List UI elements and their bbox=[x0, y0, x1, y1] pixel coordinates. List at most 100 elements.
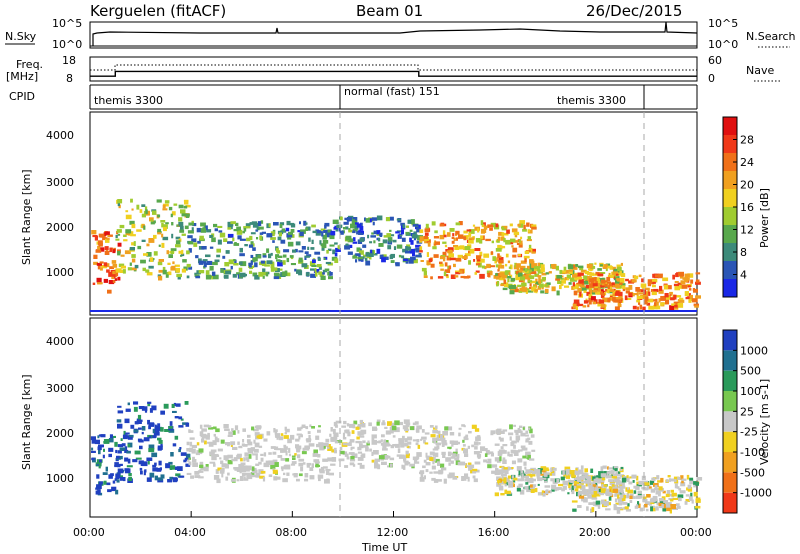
velocity-cell bbox=[227, 454, 233, 459]
velocity-cell bbox=[372, 428, 378, 431]
power-cell bbox=[235, 222, 239, 226]
power-cell bbox=[455, 270, 460, 273]
velocity-cell bbox=[127, 402, 130, 406]
power-cell bbox=[175, 240, 181, 245]
velocity-cell bbox=[98, 464, 101, 469]
velocity-cell bbox=[676, 505, 681, 509]
velocity-cell bbox=[558, 483, 564, 487]
velocity-cell bbox=[526, 478, 531, 483]
power-cell bbox=[588, 289, 592, 294]
velocity-cell bbox=[664, 505, 669, 509]
velocity-cell bbox=[344, 465, 349, 468]
velocity-cell bbox=[412, 456, 419, 461]
power-cell bbox=[681, 284, 688, 289]
velocity-cell bbox=[174, 435, 179, 440]
power-cell bbox=[614, 306, 620, 311]
power-cell bbox=[595, 291, 601, 295]
velocity-cell bbox=[452, 476, 458, 480]
velocity-cell bbox=[581, 472, 587, 477]
power-cell bbox=[356, 247, 361, 252]
velocity-cell bbox=[152, 464, 157, 468]
power-cell bbox=[316, 230, 321, 234]
velocity-cell bbox=[115, 449, 118, 454]
velocity-cell bbox=[91, 457, 95, 461]
power-cell bbox=[589, 277, 595, 283]
power-cell bbox=[502, 246, 506, 249]
velocity-cell bbox=[357, 431, 362, 436]
velocity-cell bbox=[504, 490, 511, 494]
velocity-cell bbox=[248, 454, 252, 459]
velocity-cell bbox=[194, 475, 201, 478]
velocity-cell bbox=[567, 492, 570, 495]
power-cell bbox=[289, 255, 294, 258]
velocity-cell bbox=[386, 455, 391, 459]
power-cell bbox=[581, 286, 587, 291]
velocity-cell bbox=[510, 442, 515, 447]
power-cell bbox=[106, 238, 110, 240]
power-cell bbox=[224, 262, 230, 267]
power-cell bbox=[327, 271, 330, 276]
power-cell bbox=[250, 232, 256, 235]
velocity-cell bbox=[524, 466, 527, 470]
power-cell bbox=[463, 230, 468, 234]
power-cell bbox=[410, 256, 416, 261]
velocity-cell bbox=[601, 499, 605, 505]
velocity-cell bbox=[695, 481, 699, 486]
power-cell bbox=[401, 237, 406, 242]
power-cell bbox=[332, 249, 336, 255]
power-cell bbox=[386, 233, 392, 238]
velocity-cell bbox=[120, 438, 123, 441]
power-cell bbox=[285, 227, 290, 232]
power-cell bbox=[286, 233, 293, 238]
velocity-cell bbox=[357, 462, 362, 465]
velocity-cell bbox=[572, 508, 577, 512]
velocity-cell bbox=[215, 469, 219, 474]
velocity-cell bbox=[502, 459, 507, 464]
power-cell bbox=[524, 258, 527, 263]
power-cell bbox=[425, 227, 430, 232]
velocity-cell bbox=[513, 451, 519, 456]
velocity-cell bbox=[663, 500, 668, 504]
power-cell bbox=[572, 264, 576, 269]
power-cell bbox=[310, 247, 315, 250]
velocity-cell bbox=[139, 445, 143, 450]
velocity-cell bbox=[114, 441, 118, 447]
velocity-cell bbox=[530, 484, 533, 488]
velocity-cell bbox=[179, 475, 185, 478]
velocity-cell bbox=[200, 433, 203, 438]
power-cell bbox=[275, 268, 280, 273]
velocity-cell bbox=[623, 476, 628, 479]
velocity-cell bbox=[646, 485, 651, 490]
velocity-cell bbox=[550, 478, 556, 482]
velocity-cell bbox=[188, 429, 191, 433]
velocity-cell bbox=[254, 432, 260, 436]
velocity-cell bbox=[245, 472, 252, 476]
velocity-cell bbox=[586, 479, 592, 484]
velocity-cell bbox=[394, 420, 400, 426]
power-cell bbox=[254, 262, 258, 268]
power-cell bbox=[104, 246, 109, 251]
power-cell bbox=[287, 241, 294, 247]
velocity-cell bbox=[126, 465, 133, 468]
velocity-cell bbox=[139, 467, 143, 471]
power-cell bbox=[419, 246, 423, 251]
velocity-cell bbox=[141, 406, 148, 411]
power-cell bbox=[201, 246, 207, 250]
velocity-cell bbox=[383, 445, 387, 449]
power-cell bbox=[515, 263, 521, 268]
power-cell bbox=[632, 279, 637, 283]
velocity-cell bbox=[437, 430, 441, 435]
power-cell bbox=[641, 289, 645, 292]
power-cell bbox=[559, 269, 563, 274]
velocity-cell bbox=[594, 487, 599, 491]
velocity-cell bbox=[620, 494, 624, 499]
velocity-cell bbox=[175, 403, 181, 407]
velocity-cell bbox=[285, 428, 290, 433]
power-cell bbox=[111, 276, 114, 280]
velocity-cell bbox=[467, 476, 470, 482]
velocity-cell bbox=[432, 448, 439, 451]
power-cell bbox=[585, 275, 588, 281]
power-cell bbox=[602, 297, 608, 300]
power-cell bbox=[494, 260, 498, 264]
power-cell bbox=[534, 289, 538, 292]
